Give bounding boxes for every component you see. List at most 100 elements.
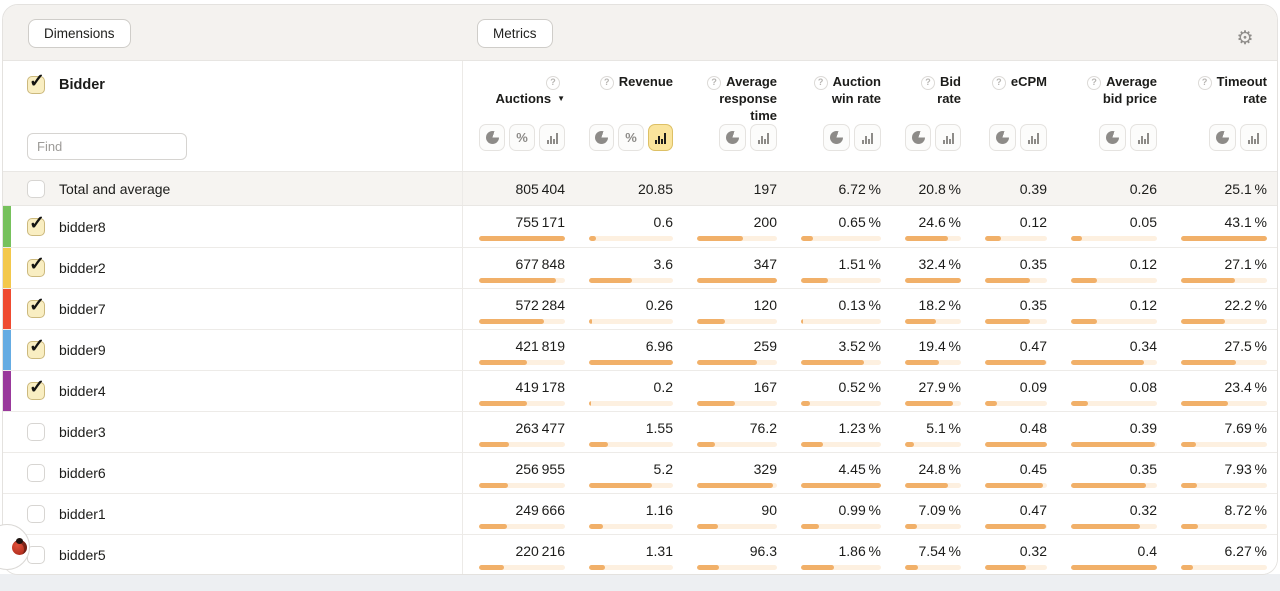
pie-toggle-button[interactable]	[719, 124, 746, 151]
value-bar-track	[985, 401, 1047, 406]
cell-value: 200	[753, 214, 777, 230]
row-checkbox[interactable]	[27, 464, 45, 482]
value-cell-ecpm: 0.47	[985, 330, 1047, 370]
help-icon[interactable]: ?	[599, 75, 614, 90]
percent-toggle-button[interactable]: %	[509, 124, 535, 151]
cell-value: 755 171	[515, 214, 565, 230]
bidder-dimension-checkbox[interactable]	[27, 70, 45, 94]
bars-toggle-button[interactable]	[1020, 124, 1047, 151]
row-checkbox[interactable]	[27, 253, 45, 277]
cell-value: 120	[753, 297, 777, 313]
value-bar-track	[1071, 278, 1157, 283]
pie-toggle-button[interactable]	[905, 124, 931, 151]
value-bar-fill	[479, 236, 565, 241]
find-input[interactable]	[27, 133, 187, 160]
column-header-bid_rate[interactable]: ? Bid rate	[905, 73, 961, 124]
value-bar-track	[1071, 401, 1157, 406]
column-header-timeout_rate[interactable]: ? Timeout rate	[1181, 73, 1267, 124]
value-cell-revenue: 1.16	[589, 494, 673, 534]
value-bar-track	[479, 524, 565, 529]
help-icon[interactable]: ?	[1087, 75, 1102, 90]
row-checkbox[interactable]	[27, 335, 45, 359]
cell-value: 0.47	[1019, 502, 1047, 518]
value-bar-track	[589, 524, 673, 529]
row-checkbox[interactable]	[27, 212, 45, 236]
value-bar-fill	[985, 483, 1044, 488]
bar-chart-icon	[654, 132, 666, 144]
value-bar-fill	[801, 278, 829, 283]
value-bar-track	[985, 483, 1047, 488]
bars-toggle-button[interactable]	[647, 124, 673, 151]
value-bar-track	[985, 442, 1047, 447]
total-label: Total and average	[59, 180, 171, 197]
column-header-auctions[interactable]: ?Auctions ▼	[479, 73, 565, 124]
dimensions-button[interactable]: Dimensions	[28, 19, 131, 48]
metrics-button[interactable]: Metrics	[477, 19, 553, 48]
dimension-header-cell: Bidder	[3, 61, 463, 171]
value-bar-track	[697, 442, 777, 447]
cell-value: 32.4 %	[918, 256, 962, 272]
value-bar-track	[1181, 483, 1267, 488]
column-header-revenue[interactable]: ? Revenue	[589, 73, 673, 124]
value-cell-avg_response_time: 90	[697, 494, 777, 534]
value-cell-auction_win_rate: 1.51 %	[801, 248, 881, 288]
value-bar-fill	[1181, 278, 1236, 283]
help-icon[interactable]: ?	[991, 75, 1006, 90]
value-bar-fill	[589, 442, 608, 447]
value-bar-fill	[905, 360, 939, 365]
column-header-ecpm[interactable]: ? eCPM	[985, 73, 1047, 124]
dimension-cell: bidder7	[3, 289, 463, 329]
value-bar-track	[985, 278, 1047, 283]
row-checkbox[interactable]	[27, 423, 45, 441]
bars-toggle-button[interactable]	[935, 124, 961, 151]
cell-value: 96.3	[749, 543, 777, 559]
row-values: 256 955 5.2 329 4.45 % 24.8 % 0.45 0.35 7.93 %	[463, 453, 1277, 493]
row-checkbox[interactable]	[27, 505, 45, 523]
bars-toggle-button[interactable]	[750, 124, 777, 151]
value-bar-fill	[985, 360, 1046, 365]
help-icon[interactable]: ?	[921, 75, 936, 90]
total-checkbox[interactable]	[27, 179, 45, 198]
pie-toggle-button[interactable]	[479, 124, 505, 151]
value-cell-bid_rate: 32.4 %	[905, 248, 961, 288]
bars-toggle-button[interactable]	[1130, 124, 1157, 151]
help-icon[interactable]: ?	[707, 75, 722, 90]
cell-value: 43.1 %	[1224, 214, 1268, 230]
value-bar-track	[589, 236, 673, 241]
pie-toggle-button[interactable]	[823, 124, 850, 151]
value-cell-avg_bid_price: 0.05	[1071, 206, 1157, 247]
value-bar-track	[1181, 319, 1267, 324]
value-cell-auctions: 755 171	[479, 206, 565, 247]
value-bar-track	[479, 442, 565, 447]
column-header-avg_bid_price[interactable]: ? Average bid price	[1071, 73, 1157, 124]
pie-toggle-button[interactable]	[1099, 124, 1126, 151]
cell-value: 0.34	[1129, 338, 1157, 354]
value-cell-bid_rate: 18.2 %	[905, 289, 961, 329]
row-values: 419 178 0.2 167 0.52 % 27.9 % 0.09 0.08 23.4 %	[463, 371, 1277, 411]
value-bar-fill	[985, 319, 1031, 324]
cell-value: 572 284	[515, 297, 565, 313]
value-cell-avg_response_time: 120	[697, 289, 777, 329]
column-header-auction_win_rate[interactable]: ? Auction win rate	[801, 73, 881, 124]
pie-toggle-button[interactable]	[989, 124, 1016, 151]
gear-icon[interactable]: ⚙	[1236, 28, 1254, 49]
help-icon[interactable]: ?	[813, 75, 828, 90]
value-bar-track	[479, 360, 565, 365]
bars-toggle-button[interactable]	[539, 124, 565, 151]
value-cell-revenue: 1.31	[589, 535, 673, 574]
row-checkbox[interactable]	[27, 294, 45, 318]
pie-toggle-button[interactable]	[589, 124, 615, 151]
bars-toggle-button[interactable]	[1240, 124, 1267, 151]
value-bar-track	[1181, 565, 1267, 570]
help-icon[interactable]: ?	[546, 75, 560, 90]
value-cell-auction_win_rate: 3.52 %	[801, 330, 881, 370]
pie-toggle-button[interactable]	[1209, 124, 1236, 151]
help-icon[interactable]: ?	[1197, 75, 1212, 90]
pie-chart-icon	[595, 131, 609, 144]
percent-toggle-button[interactable]: %	[618, 124, 644, 151]
cell-value: 0.35	[1019, 297, 1047, 313]
value-cell-bid_rate: 24.8 %	[905, 453, 961, 493]
bars-toggle-button[interactable]	[854, 124, 881, 151]
row-checkbox[interactable]	[27, 376, 45, 400]
column-header-avg_response_time[interactable]: ? Average response time	[697, 73, 777, 124]
